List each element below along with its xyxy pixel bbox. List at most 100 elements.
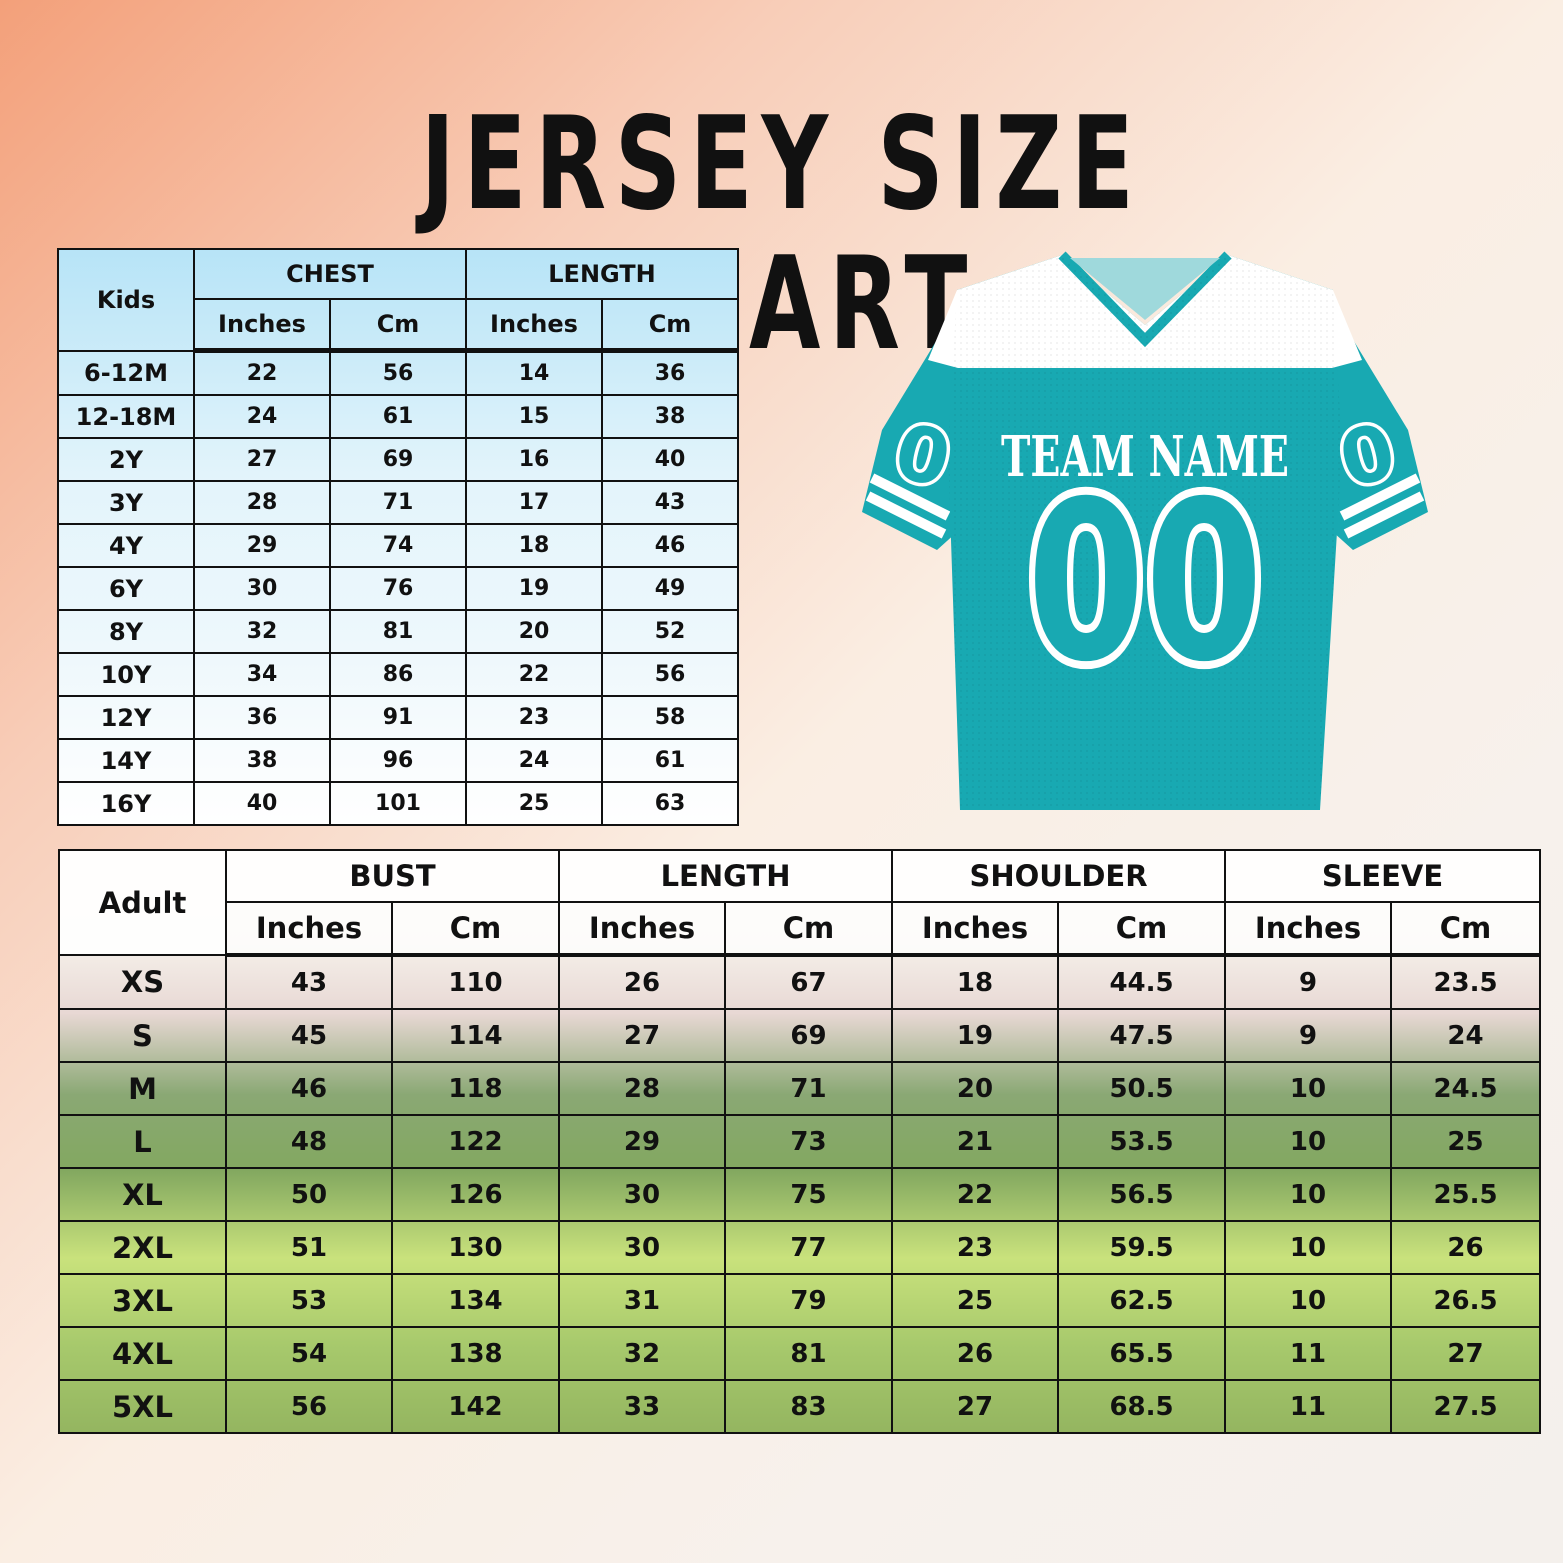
adult-measurement-cell: 23.5 bbox=[1390, 954, 1542, 1010]
page-title: JERSEY SIZE CHART bbox=[420, 90, 1143, 379]
kids-measurement-cell: 22 bbox=[193, 349, 331, 396]
adult-measurement-cell: 26 bbox=[1390, 1220, 1542, 1275]
kids-measurement-cell: 58 bbox=[600, 695, 740, 740]
kids-measurement-cell: 43 bbox=[600, 480, 740, 525]
adult-table-body: XS 43 110 26 67 18 44.5 9 23.5 S 45 114 27 69 19 47.5 9 2… bbox=[58, 954, 1542, 1434]
adult-measurement-cell: 26 bbox=[558, 954, 727, 1010]
adult-measurement-cell: 25 bbox=[1390, 1114, 1542, 1169]
kids-size-label: 4Y bbox=[57, 523, 195, 568]
adult-measurement-cell: 23 bbox=[891, 1220, 1060, 1275]
kids-subheader: Cm bbox=[329, 298, 467, 353]
adult-measurement-cell: 20 bbox=[891, 1061, 1060, 1116]
adult-size-label: L bbox=[58, 1114, 227, 1169]
adult-measurement-cell: 10 bbox=[1224, 1114, 1393, 1169]
adult-subheader: Cm bbox=[724, 901, 894, 957]
kids-measurement-cell: 30 bbox=[193, 566, 331, 611]
kids-measurement-cell: 15 bbox=[465, 394, 603, 439]
jersey-left-sleeve bbox=[862, 315, 957, 550]
adult-measurement-cell: 21 bbox=[891, 1114, 1060, 1169]
adult-size-label: 3XL bbox=[58, 1273, 227, 1328]
kids-size-label: 12-18M bbox=[57, 394, 195, 439]
adult-measurement-cell: 50.5 bbox=[1057, 1061, 1227, 1116]
adult-measurement-cell: 25.5 bbox=[1390, 1167, 1542, 1222]
adult-subheader: Cm bbox=[390, 901, 561, 957]
adult-measurement-cell: 118 bbox=[390, 1061, 561, 1116]
adult-table-row: L 48 122 29 73 21 53.5 10 25 bbox=[58, 1114, 1542, 1169]
kids-size-label: 8Y bbox=[57, 609, 195, 654]
adult-measurement-cell: 26 bbox=[891, 1326, 1060, 1381]
kids-table-row: 6Y 30 76 19 49 bbox=[57, 566, 740, 611]
adult-measurement-cell: 22 bbox=[891, 1167, 1060, 1222]
kids-corner-header: Kids bbox=[57, 248, 195, 352]
adult-measurement-cell: 46 bbox=[225, 1061, 393, 1116]
kids-measurement-cell: 40 bbox=[600, 437, 740, 482]
kids-size-label: 3Y bbox=[57, 480, 195, 525]
adult-measurement-cell: 29 bbox=[558, 1114, 727, 1169]
adult-measurement-cell: 122 bbox=[390, 1114, 561, 1169]
adult-measurement-cell: 24 bbox=[1390, 1008, 1542, 1063]
kids-measurement-cell: 19 bbox=[465, 566, 603, 611]
adult-measurement-cell: 31 bbox=[558, 1273, 727, 1328]
kids-table-row: 4Y 29 74 18 46 bbox=[57, 523, 740, 568]
kids-measurement-cell: 29 bbox=[193, 523, 331, 568]
adult-measurement-cell: 33 bbox=[558, 1379, 727, 1434]
adult-measurement-cell: 81 bbox=[724, 1326, 894, 1381]
adult-measurement-cell: 51 bbox=[225, 1220, 393, 1275]
kids-table-row: 3Y 28 71 17 43 bbox=[57, 480, 740, 525]
kids-measurement-cell: 81 bbox=[329, 609, 467, 654]
adult-measurement-cell: 27 bbox=[1390, 1326, 1542, 1381]
kids-table-body: 6-12M 22 56 14 36 12-18M 24 61 15 38 2Y 27 69 16 40 3Y 2… bbox=[57, 349, 740, 826]
jersey-illustration: 0 0 TEAM NAME 00 bbox=[862, 251, 1428, 810]
kids-table-row: 12Y 36 91 23 58 bbox=[57, 695, 740, 740]
kids-measurement-cell: 52 bbox=[600, 609, 740, 654]
adult-measurement-cell: 75 bbox=[724, 1167, 894, 1222]
adult-size-table: Adult BUST LENGTH SHOULDER SLEEVE Inches… bbox=[58, 849, 1542, 1434]
kids-measurement-cell: 27 bbox=[193, 437, 331, 482]
adult-size-label: 5XL bbox=[58, 1379, 227, 1434]
kids-table-row: 8Y 32 81 20 52 bbox=[57, 609, 740, 654]
adult-measurement-cell: 30 bbox=[558, 1167, 727, 1222]
kids-measurement-cell: 71 bbox=[329, 480, 467, 525]
adult-measurement-cell: 114 bbox=[390, 1008, 561, 1063]
adult-measurement-cell: 27 bbox=[891, 1379, 1060, 1434]
adult-group-header-length: LENGTH bbox=[558, 849, 894, 903]
kids-size-label: 12Y bbox=[57, 695, 195, 740]
adult-measurement-cell: 9 bbox=[1224, 1008, 1393, 1063]
jersey-number: 00 bbox=[1027, 454, 1263, 710]
kids-measurement-cell: 32 bbox=[193, 609, 331, 654]
kids-subheader: Cm bbox=[600, 298, 740, 353]
adult-measurement-cell: 43 bbox=[225, 954, 393, 1010]
adult-measurement-cell: 18 bbox=[891, 954, 1060, 1010]
kids-measurement-cell: 16 bbox=[465, 437, 603, 482]
kids-measurement-cell: 14 bbox=[465, 349, 603, 396]
adult-measurement-cell: 110 bbox=[390, 954, 561, 1010]
adult-table-row: 3XL 53 134 31 79 25 62.5 10 26.5 bbox=[58, 1273, 1542, 1328]
adult-measurement-cell: 83 bbox=[724, 1379, 894, 1434]
kids-size-label: 6-12M bbox=[57, 349, 195, 396]
adult-measurement-cell: 65.5 bbox=[1057, 1326, 1227, 1381]
adult-measurement-cell: 45 bbox=[225, 1008, 393, 1063]
kids-size-table: Kids CHEST LENGTH Inches Cm Inches Cm 6-… bbox=[57, 248, 740, 826]
adult-measurement-cell: 11 bbox=[1224, 1326, 1393, 1381]
adult-measurement-cell: 134 bbox=[390, 1273, 561, 1328]
adult-size-label: 4XL bbox=[58, 1326, 227, 1381]
adult-measurement-cell: 30 bbox=[558, 1220, 727, 1275]
kids-measurement-cell: 61 bbox=[600, 738, 740, 783]
adult-group-header-sleeve: SLEEVE bbox=[1224, 849, 1542, 903]
kids-measurement-cell: 17 bbox=[465, 480, 603, 525]
kids-measurement-cell: 40 bbox=[193, 781, 331, 826]
kids-measurement-cell: 61 bbox=[329, 394, 467, 439]
adult-measurement-cell: 48 bbox=[225, 1114, 393, 1169]
adult-size-label: XS bbox=[58, 954, 227, 1010]
adult-subheader: Inches bbox=[1224, 901, 1393, 957]
adult-table-row: 2XL 51 130 30 77 23 59.5 10 26 bbox=[58, 1220, 1542, 1275]
kids-measurement-cell: 18 bbox=[465, 523, 603, 568]
adult-size-label: XL bbox=[58, 1167, 227, 1222]
adult-measurement-cell: 54 bbox=[225, 1326, 393, 1381]
kids-size-label: 14Y bbox=[57, 738, 195, 783]
adult-subheader: Inches bbox=[225, 901, 393, 957]
adult-measurement-cell: 27.5 bbox=[1390, 1379, 1542, 1434]
adult-size-label: M bbox=[58, 1061, 227, 1116]
adult-group-header-shoulder: SHOULDER bbox=[891, 849, 1227, 903]
adult-measurement-cell: 142 bbox=[390, 1379, 561, 1434]
